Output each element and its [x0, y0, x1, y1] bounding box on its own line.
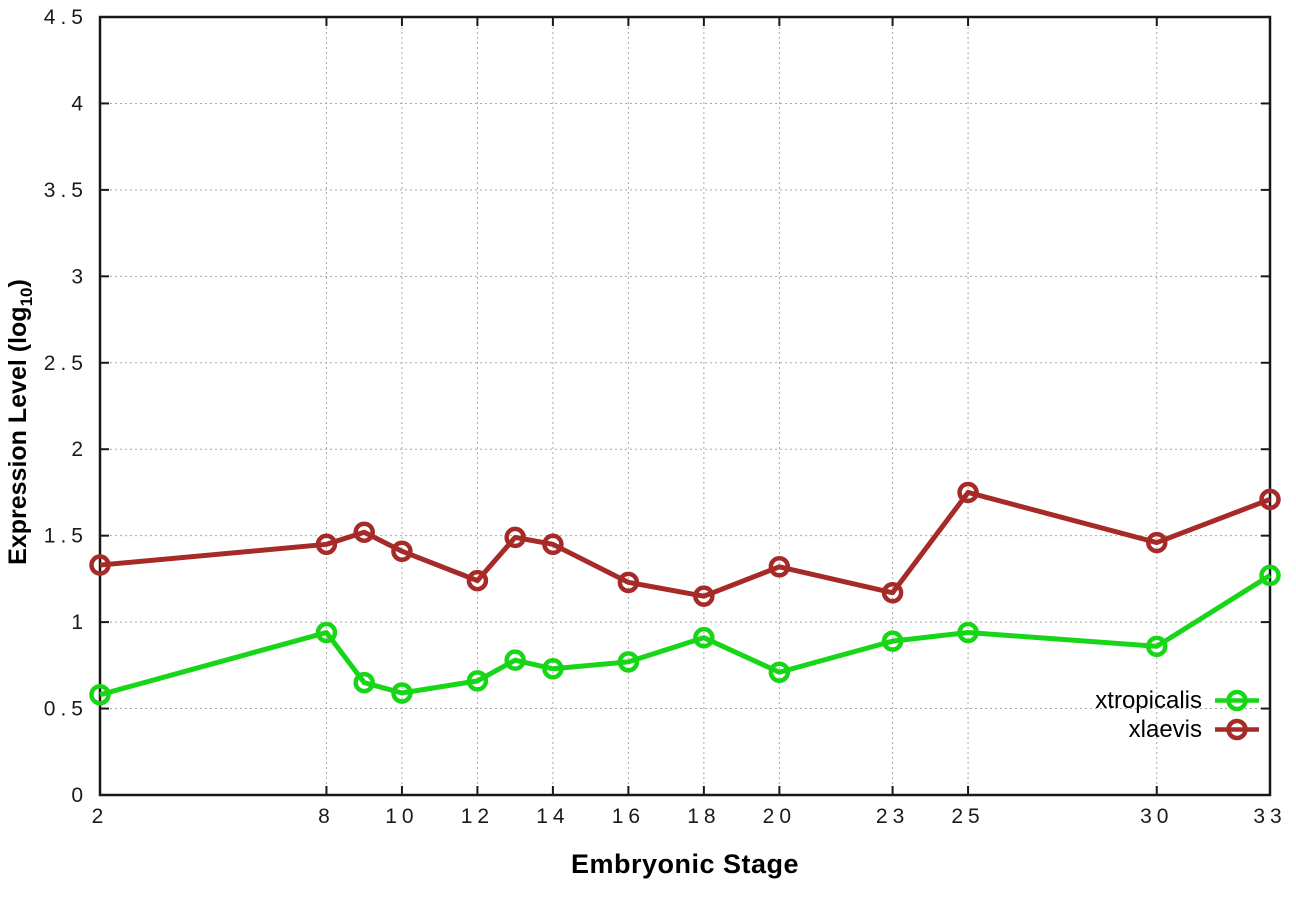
x-tick-label: 20	[763, 805, 796, 828]
data-point-xlaevis-stage-33	[1259, 488, 1281, 511]
data-point-xlaevis-stage-9	[353, 521, 375, 543]
y-tick-label: 4	[71, 92, 88, 115]
y-tick-label: 2	[71, 438, 88, 461]
x-tick-label: 2	[92, 805, 109, 828]
data-point-xtropicalis-stage-20	[768, 661, 791, 683]
data-point-xtropicalis-stage-2	[89, 683, 111, 706]
data-point-xlaevis-stage-2	[89, 554, 111, 576]
y-axis-title-subscript: 10	[17, 287, 36, 307]
x-tick-label: 16	[612, 805, 645, 828]
x-tick-label: 25	[951, 805, 984, 828]
data-point-xtropicalis-stage-13	[504, 649, 526, 671]
data-point-xlaevis-stage-23	[881, 581, 904, 604]
y-tick-label: 1.5	[44, 525, 88, 548]
x-tick-label: 8	[318, 805, 335, 828]
y-tick-label: 0.5	[44, 698, 88, 721]
data-point-xtropicalis-stage-18	[693, 626, 715, 649]
data-point-xlaevis-stage-8	[315, 533, 338, 556]
y-tick-label: 3	[71, 265, 88, 288]
data-point-xlaevis-stage-10	[391, 540, 413, 562]
y-tick-label: 0	[71, 784, 88, 807]
x-tick-label: 10	[385, 805, 418, 828]
data-point-xlaevis-stage-13	[504, 526, 526, 549]
y-tick-label: 3.5	[44, 179, 88, 202]
legend-marker-icon-xlaevis	[1215, 718, 1259, 741]
data-point-xlaevis-stage-16	[617, 571, 640, 594]
data-point-xlaevis-stage-14	[542, 533, 564, 556]
data-point-xtropicalis-stage-25	[957, 621, 979, 644]
y-tick-label: 1	[71, 611, 88, 634]
data-point-xlaevis-stage-30	[1146, 531, 1168, 554]
data-point-xlaevis-stage-18	[693, 585, 715, 607]
legend-marker-icon-xtropicalis	[1215, 689, 1259, 712]
data-point-xtropicalis-stage-30	[1146, 635, 1168, 658]
series-line-xlaevis	[99, 489, 1271, 599]
y-axis-title-text: Expression Level (log	[4, 306, 32, 565]
x-tick-label: 30	[1140, 805, 1173, 828]
x-tick-label: 14	[536, 805, 569, 828]
legend-item-xtropicalis: xtropicalis	[1095, 687, 1260, 714]
x-tick-label: 18	[687, 805, 720, 828]
legend-label-xtropicalis: xtropicalis	[1095, 687, 1202, 714]
x-tick-label: 23	[876, 805, 909, 828]
data-point-xtropicalis-stage-8	[315, 621, 338, 644]
y-axis-title: Expression Level (log10)	[4, 172, 40, 672]
data-point-xtropicalis-stage-10	[391, 682, 413, 704]
plot-border	[98, 15, 1272, 797]
x-tick-label: 33	[1253, 805, 1286, 828]
data-point-xlaevis-stage-12	[466, 569, 489, 592]
y-tick-label: 2.5	[44, 352, 88, 375]
data-point-xtropicalis-stage-9	[353, 671, 375, 694]
legend-item-xlaevis: xlaevis	[1095, 716, 1260, 743]
data-point-xtropicalis-stage-33	[1259, 564, 1281, 587]
y-tick-label: 4.5	[44, 6, 88, 29]
data-point-xtropicalis-stage-23	[881, 630, 904, 652]
x-tick-label: 12	[461, 805, 494, 828]
legend: xtropicalis xlaevis	[1095, 687, 1260, 743]
data-point-xtropicalis-stage-16	[617, 651, 640, 673]
legend-label-xlaevis: xlaevis	[1128, 716, 1202, 743]
y-axis-title-close-paren: )	[4, 279, 32, 288]
data-point-xlaevis-stage-25	[957, 481, 979, 504]
data-point-xlaevis-stage-20	[768, 556, 791, 578]
data-point-xtropicalis-stage-12	[466, 670, 489, 692]
x-axis-title: Embryonic Stage	[570, 849, 800, 879]
data-point-xtropicalis-stage-14	[542, 658, 564, 680]
